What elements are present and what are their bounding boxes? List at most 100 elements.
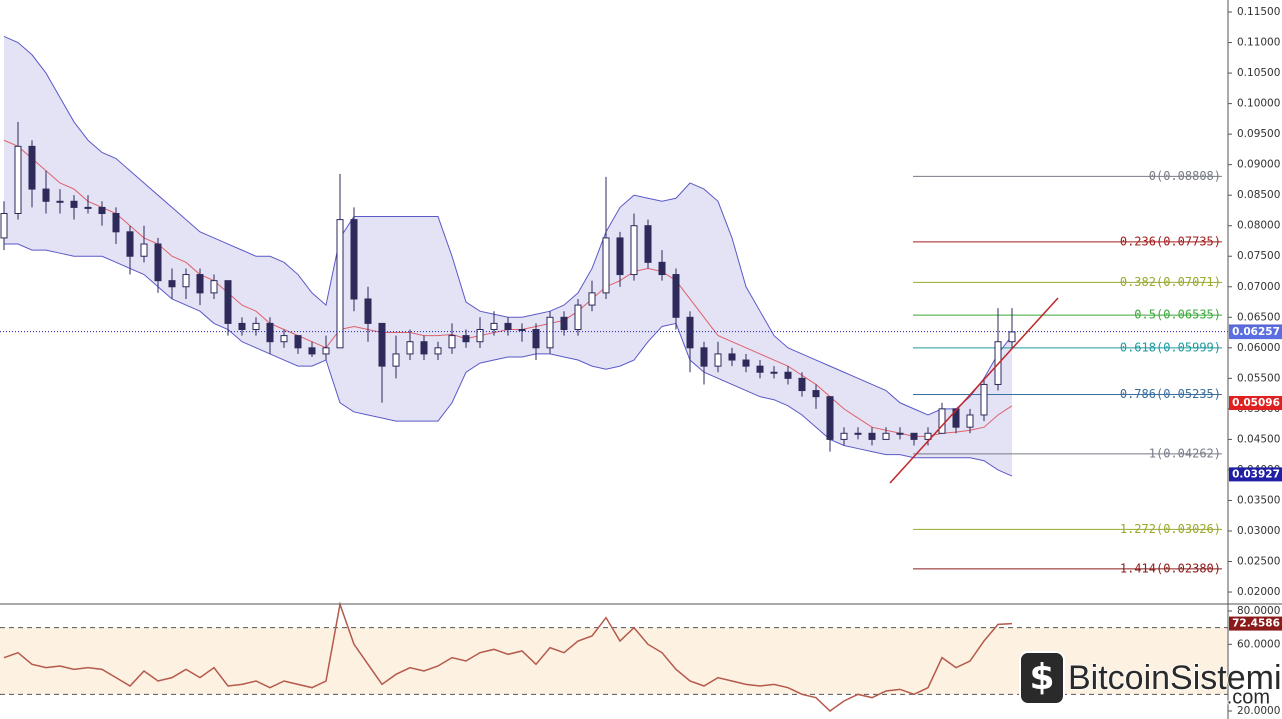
y-tick-label: 0.11500	[1237, 6, 1280, 18]
candle-body	[350, 219, 358, 300]
candle-body	[882, 432, 890, 440]
candle-body	[266, 322, 274, 343]
candle-body	[504, 322, 512, 331]
candle-body	[980, 383, 988, 416]
candle-body	[112, 213, 120, 233]
candle-body	[14, 145, 22, 215]
candle-body	[238, 322, 246, 331]
price-panel: 0(0.08808) 0.236(0.07735) 0.382(0.07071) 0.…	[0, 35, 1228, 575]
y-tick-label: 0.09000	[1237, 159, 1280, 171]
y-tick-label: 0.02000	[1237, 586, 1280, 598]
candle-body	[420, 341, 428, 355]
fib-label: 0(0.08808)	[1149, 169, 1221, 183]
candle-body	[798, 377, 806, 392]
watermark-icon	[1019, 651, 1065, 705]
watermark: $ BitcoinSistemi .com	[1019, 651, 1282, 709]
rsi-tick-label: 20.0000	[1237, 705, 1280, 717]
fib-label: 1.414(0.02380)	[1120, 561, 1221, 575]
price-badge	[1229, 396, 1282, 411]
watermark-name: BitcoinSistemi	[1068, 659, 1282, 697]
candle-body	[56, 200, 64, 203]
candle-body	[406, 341, 414, 355]
watermark-domain: .com	[1227, 686, 1270, 708]
candle-body	[280, 335, 288, 343]
candle-body	[182, 274, 190, 288]
candle-body	[966, 414, 974, 428]
y-tick-label: 0.05500	[1237, 372, 1280, 384]
y-tick-label: 0.04500	[1237, 433, 1280, 445]
candle-body	[700, 347, 708, 367]
candle-body	[1008, 331, 1016, 343]
fib-label: 0.5(0.06535)	[1134, 308, 1221, 322]
candle-body	[574, 304, 582, 331]
candle-body	[546, 316, 554, 349]
y-tick-label: 0.03500	[1237, 494, 1280, 506]
candle-body	[644, 225, 652, 263]
candle-body	[196, 274, 204, 294]
y-tick-label: 0.10000	[1237, 98, 1280, 110]
candle-body	[378, 322, 386, 367]
rsi-tick-label: 80.0000	[1237, 605, 1280, 617]
candle-body	[728, 353, 736, 361]
y-tick-label: 0.03000	[1237, 525, 1280, 537]
candle-body	[686, 316, 694, 349]
candle-body	[448, 335, 456, 349]
candle-body	[490, 322, 498, 331]
y-tick-label: 0.11000	[1237, 37, 1280, 49]
candle-body	[616, 237, 624, 276]
y-tick-label: 0.02500	[1237, 556, 1280, 568]
candle-body	[476, 329, 484, 343]
candle-body	[840, 432, 848, 440]
candle-body	[210, 280, 218, 294]
fib-label: 1.272(0.03026)	[1120, 522, 1221, 536]
y-tick-label: 0.07500	[1237, 250, 1280, 262]
price-axis: 0.020000.025000.030000.035000.040000.045…	[1228, 6, 1282, 717]
fib-label: 0.236(0.07735)	[1120, 234, 1221, 248]
candle-body	[630, 225, 638, 276]
candle-body	[756, 365, 764, 373]
candle-body	[602, 237, 610, 294]
price-badge	[1229, 325, 1282, 340]
band-lower	[4, 243, 1013, 477]
candle-body	[826, 396, 834, 440]
fib-label: 1(0.04262)	[1149, 446, 1221, 460]
rsi-tick-label: 60.0000	[1237, 638, 1280, 650]
candle-body	[560, 316, 568, 331]
y-tick-label: 0.06000	[1237, 342, 1280, 354]
candle-body	[364, 298, 372, 324]
candle-body	[896, 432, 904, 435]
candle-body	[308, 347, 316, 355]
candle-body	[224, 280, 232, 324]
rsi-badge	[1229, 616, 1282, 631]
candle-body	[252, 322, 260, 331]
candle-body	[672, 274, 680, 318]
candle-body	[336, 219, 344, 349]
candle-body	[714, 353, 722, 367]
candle-body	[140, 243, 148, 257]
candle-body	[770, 371, 778, 374]
fib-label: 0.618(0.05999)	[1120, 340, 1221, 354]
y-tick-label: 0.09500	[1237, 128, 1280, 140]
candle-body	[392, 353, 400, 367]
candle-body	[294, 335, 302, 349]
candle-body	[126, 231, 134, 257]
candle-body	[322, 347, 330, 355]
candle-body	[854, 432, 862, 435]
watermark-icon-letter: $	[1029, 657, 1054, 698]
rsi-line	[3, 601, 1013, 712]
candle-body	[910, 432, 918, 440]
candle-body	[434, 347, 442, 355]
candle-body	[28, 145, 36, 190]
candle-body	[742, 359, 750, 367]
fib-label: 0.382(0.07071)	[1120, 275, 1221, 289]
price-badge-label: 0.06257	[1232, 326, 1280, 338]
candle-body	[812, 390, 820, 398]
rsi-badge-label: 72.4586	[1232, 618, 1280, 630]
y-tick-label: 0.06500	[1237, 311, 1280, 323]
candle-body	[70, 200, 78, 208]
candle-body	[42, 188, 50, 202]
candle-body	[98, 206, 106, 215]
price-badge-label: 0.05096	[1232, 397, 1280, 409]
candle-body	[518, 329, 526, 332]
